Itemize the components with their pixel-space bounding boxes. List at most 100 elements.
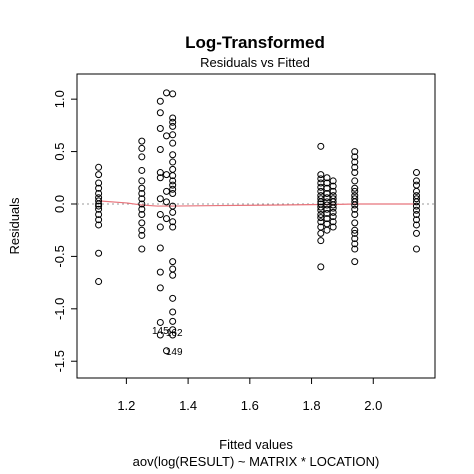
residual-point — [138, 190, 146, 198]
residual-point — [317, 229, 325, 237]
residual-point — [351, 219, 359, 227]
residual-point — [95, 197, 103, 205]
residual-point — [412, 198, 420, 206]
residual-point — [317, 263, 325, 271]
residual-point — [351, 210, 359, 218]
residual-point — [156, 145, 164, 153]
x-tick-label: 1.2 — [117, 398, 135, 413]
residual-point — [169, 258, 177, 266]
plot-box — [76, 73, 436, 379]
residual-point — [412, 206, 420, 214]
outlier-label: 162 — [166, 328, 183, 339]
residual-point — [156, 318, 164, 326]
residual-point — [95, 278, 103, 286]
residual-point — [317, 203, 325, 211]
residual-point — [412, 177, 420, 185]
residual-point — [351, 148, 359, 156]
residual-point — [323, 179, 331, 187]
residual-point — [317, 142, 325, 150]
residual-point — [156, 268, 164, 276]
residual-point — [163, 132, 170, 140]
residual-point — [169, 218, 177, 226]
residual-point — [317, 218, 325, 226]
residual-point — [163, 347, 170, 355]
residual-point — [163, 198, 170, 206]
residual-point — [351, 240, 359, 248]
x-axis-label: Fitted values — [219, 437, 293, 452]
residual-point — [169, 294, 177, 302]
residual-point — [95, 205, 103, 213]
residual-point — [329, 208, 337, 216]
x-axis: 1.2 1.4 1.6 1.8 2.0 — [117, 377, 382, 413]
residual-point — [169, 265, 177, 273]
x-tick-label: 2.0 — [364, 398, 382, 413]
smoothed-trend-line — [98, 200, 417, 207]
residual-point — [329, 218, 337, 226]
residual-point — [95, 163, 103, 171]
residual-point — [323, 184, 331, 192]
residual-point — [156, 174, 164, 182]
residual-point — [329, 223, 337, 231]
residual-point — [323, 226, 331, 234]
residual-point — [351, 153, 359, 161]
residual-point — [138, 195, 146, 203]
residual-point — [169, 271, 177, 279]
residual-point — [156, 223, 164, 231]
residual-point — [95, 249, 103, 257]
residual-point — [169, 158, 177, 166]
residual-point — [95, 190, 103, 198]
y-tick-label: 1.0 — [52, 90, 67, 108]
residual-point — [412, 187, 420, 195]
outlier-label: 145 — [152, 326, 169, 337]
residual-point — [351, 169, 359, 177]
residual-point — [317, 171, 325, 179]
residual-points — [95, 89, 420, 355]
residual-point — [95, 216, 103, 224]
residual-point — [156, 195, 164, 203]
residual-point — [317, 237, 325, 245]
x-tick-label: 1.8 — [303, 398, 321, 413]
residual-point — [156, 97, 164, 105]
residual-point — [329, 177, 337, 185]
residual-point — [412, 181, 420, 189]
residual-point — [138, 200, 146, 208]
residual-point — [329, 204, 337, 212]
residual-point — [163, 171, 170, 179]
residual-point — [95, 210, 103, 218]
residual-point — [169, 308, 177, 316]
residual-point — [323, 215, 331, 223]
y-tick-label: -1.0 — [52, 298, 67, 320]
residual-point — [351, 201, 359, 209]
residual-point — [412, 229, 420, 237]
x-tick-label: 1.6 — [241, 398, 259, 413]
y-axis-label: Residuals — [7, 197, 22, 255]
residual-point — [351, 198, 359, 206]
residual-point — [169, 151, 177, 159]
residual-point — [351, 163, 359, 171]
residual-point — [169, 165, 177, 173]
residual-point — [169, 131, 177, 139]
chart-title: Log-Transformed — [185, 33, 325, 52]
outlier-label: 149 — [166, 347, 183, 358]
residual-point — [169, 326, 177, 334]
residual-point — [138, 205, 146, 213]
residual-point — [156, 244, 164, 252]
residual-point — [156, 169, 164, 177]
residual-point — [138, 245, 146, 253]
y-tick-label: -1.5 — [52, 350, 67, 372]
residual-point — [156, 284, 164, 292]
residual-point — [138, 231, 146, 239]
y-axis: -1.5 -1.0 -0.5 0.0 0.5 1.0 — [52, 90, 78, 372]
residual-point — [169, 181, 177, 189]
residual-point — [351, 226, 359, 234]
residual-point — [156, 125, 164, 133]
residual-point — [169, 317, 177, 325]
residual-point — [169, 223, 177, 231]
residual-point — [156, 210, 164, 218]
residual-point — [351, 205, 359, 213]
model-formula: aov(log(RESULT) ~ MATRIX * LOCATION) — [133, 454, 380, 469]
residual-point — [351, 235, 359, 243]
residual-point — [169, 185, 177, 193]
